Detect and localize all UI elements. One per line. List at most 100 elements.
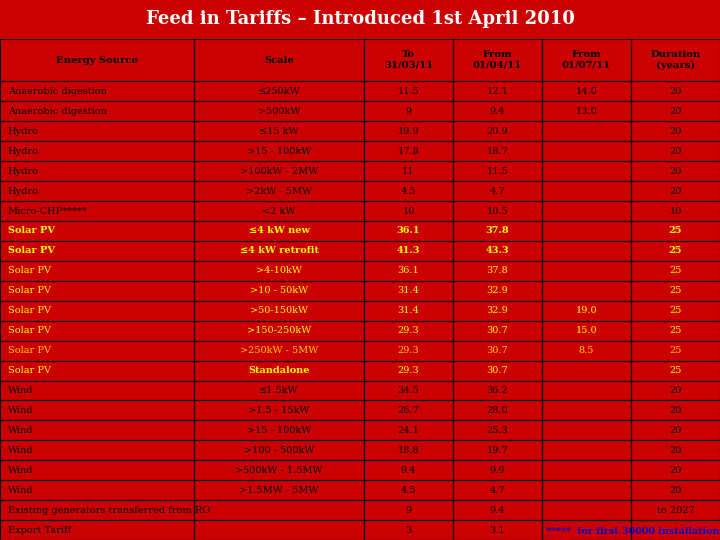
- Text: 28.0: 28.0: [487, 406, 508, 415]
- Text: 25: 25: [670, 326, 682, 335]
- Text: 30.7: 30.7: [487, 366, 508, 375]
- Text: Anaerobic digestion: Anaerobic digestion: [8, 87, 107, 96]
- Text: 34.5: 34.5: [397, 386, 420, 395]
- Text: ≤4 kW new: ≤4 kW new: [248, 226, 310, 235]
- Text: 4.7: 4.7: [490, 485, 505, 495]
- Text: 20: 20: [670, 187, 682, 195]
- Text: 9.9: 9.9: [490, 465, 505, 475]
- Text: Energy Source: Energy Source: [56, 56, 138, 65]
- Text: Feed in Tariffs – Introduced 1st April 2010: Feed in Tariffs – Introduced 1st April 2…: [145, 10, 575, 28]
- Text: 30.7: 30.7: [487, 326, 508, 335]
- Text: Solar PV: Solar PV: [8, 306, 51, 315]
- Text: >10 - 50kW: >10 - 50kW: [250, 286, 308, 295]
- Text: 11.5: 11.5: [397, 87, 420, 96]
- Text: Wind: Wind: [8, 485, 33, 495]
- Text: 20: 20: [670, 485, 682, 495]
- Text: <2 kW: <2 kW: [262, 207, 296, 215]
- Text: Hydro: Hydro: [8, 187, 39, 195]
- Text: 29.3: 29.3: [397, 346, 420, 355]
- Text: ≤15 kW: ≤15 kW: [259, 127, 299, 136]
- Text: to 2027: to 2027: [657, 505, 694, 515]
- Text: Solar PV: Solar PV: [8, 286, 51, 295]
- Text: 20: 20: [670, 426, 682, 435]
- Text: 37.8: 37.8: [487, 266, 508, 275]
- Text: 20: 20: [670, 107, 682, 116]
- Text: Standalone: Standalone: [248, 366, 310, 375]
- Text: 36.1: 36.1: [397, 226, 420, 235]
- Text: 20.9: 20.9: [487, 127, 508, 136]
- Text: 18.8: 18.8: [397, 446, 419, 455]
- Text: Solar PV: Solar PV: [8, 366, 51, 375]
- Text: 19.9: 19.9: [397, 127, 419, 136]
- Text: 20: 20: [670, 127, 682, 136]
- Text: 25: 25: [670, 266, 682, 275]
- Text: To
31/03/11: To 31/03/11: [384, 50, 433, 70]
- Text: >100kW - 2MW: >100kW - 2MW: [240, 167, 318, 176]
- Text: 9.4: 9.4: [401, 465, 416, 475]
- Text: 31.4: 31.4: [397, 306, 420, 315]
- Text: 36.1: 36.1: [397, 266, 420, 275]
- Text: 8.5: 8.5: [579, 346, 594, 355]
- Text: 9.4: 9.4: [490, 505, 505, 515]
- Text: 37.8: 37.8: [486, 226, 509, 235]
- Text: ≤1.5kW: ≤1.5kW: [259, 386, 299, 395]
- Text: 20: 20: [670, 386, 682, 395]
- Text: 25: 25: [670, 366, 682, 375]
- Text: >50-150kW: >50-150kW: [250, 306, 308, 315]
- Text: Micro-CHP*****: Micro-CHP*****: [8, 207, 87, 215]
- Text: Existing generators transferred from RO: Existing generators transferred from RO: [8, 505, 210, 515]
- Text: Solar PV: Solar PV: [8, 246, 55, 255]
- Text: 13.0: 13.0: [576, 107, 598, 116]
- Text: 20: 20: [670, 167, 682, 176]
- Text: 10.5: 10.5: [487, 207, 508, 215]
- Text: >100 - 500kW: >100 - 500kW: [244, 446, 315, 455]
- Text: 29.3: 29.3: [397, 366, 420, 375]
- Text: 43.3: 43.3: [486, 246, 509, 255]
- Text: Scale: Scale: [264, 56, 294, 65]
- Text: 20: 20: [670, 147, 682, 156]
- Text: From
01/07/11: From 01/07/11: [562, 50, 611, 70]
- Text: 9: 9: [405, 107, 412, 116]
- Text: Wind: Wind: [8, 426, 33, 435]
- Text: Hydro: Hydro: [8, 167, 39, 176]
- Text: >1.5MW - 5MW: >1.5MW - 5MW: [239, 485, 319, 495]
- Text: 19.0: 19.0: [576, 306, 598, 315]
- Text: >15 - 100kW: >15 - 100kW: [247, 147, 311, 156]
- Text: 25.3: 25.3: [487, 426, 508, 435]
- Text: >250kW - 5MW: >250kW - 5MW: [240, 346, 318, 355]
- Text: >2kW - 5MW: >2kW - 5MW: [246, 187, 312, 195]
- Text: Duration
(years): Duration (years): [650, 50, 701, 70]
- Text: 14.0: 14.0: [576, 87, 598, 96]
- Text: Solar PV: Solar PV: [8, 346, 51, 355]
- Text: 9.4: 9.4: [490, 107, 505, 116]
- Text: Hydro: Hydro: [8, 147, 39, 156]
- Text: ≤250kW: ≤250kW: [258, 87, 300, 96]
- Text: 24.1: 24.1: [397, 426, 420, 435]
- Text: 31.4: 31.4: [397, 286, 420, 295]
- Text: 10: 10: [670, 207, 682, 215]
- Text: >150-250kW: >150-250kW: [247, 326, 311, 335]
- Text: >4-10kW: >4-10kW: [256, 266, 302, 275]
- Text: 3.1: 3.1: [490, 525, 505, 535]
- Text: Wind: Wind: [8, 446, 33, 455]
- Text: *****  for first 30000 installations: ***** for first 30000 installations: [546, 526, 720, 536]
- Text: 10: 10: [402, 207, 415, 215]
- Text: 20: 20: [670, 446, 682, 455]
- Text: 3: 3: [405, 525, 412, 535]
- Text: 20: 20: [670, 87, 682, 96]
- Text: Wind: Wind: [8, 386, 33, 395]
- Text: Anaerobic digestion: Anaerobic digestion: [8, 107, 107, 116]
- Text: 4.5: 4.5: [401, 187, 416, 195]
- Text: 36.2: 36.2: [487, 386, 508, 395]
- Text: 4.5: 4.5: [401, 485, 416, 495]
- Text: ≤4 kW retrofit: ≤4 kW retrofit: [240, 246, 319, 255]
- Text: Solar PV: Solar PV: [8, 326, 51, 335]
- Text: 25: 25: [670, 306, 682, 315]
- Text: 19.7: 19.7: [487, 446, 508, 455]
- Text: 25: 25: [670, 286, 682, 295]
- Text: 25: 25: [670, 346, 682, 355]
- Text: >15 - 100kW: >15 - 100kW: [247, 426, 311, 435]
- Text: 32.9: 32.9: [487, 286, 508, 295]
- Text: 20: 20: [670, 465, 682, 475]
- Text: 11: 11: [402, 167, 415, 176]
